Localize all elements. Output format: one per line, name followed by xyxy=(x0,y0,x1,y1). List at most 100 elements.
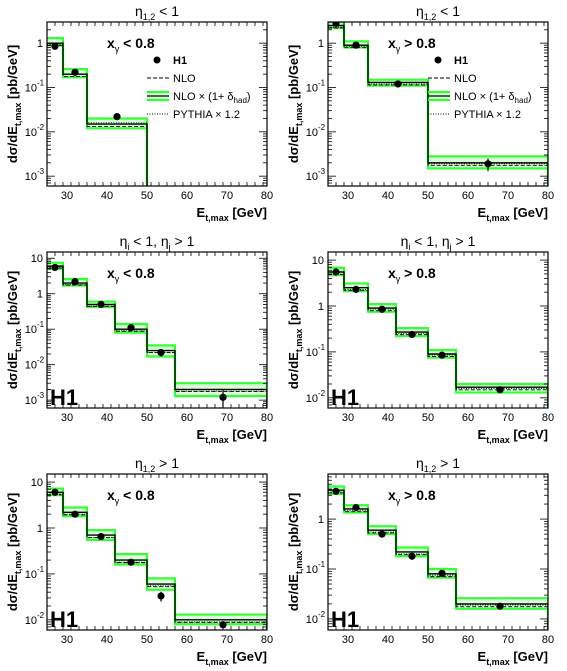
x-tick-label: 50 xyxy=(422,412,434,424)
y-axis-label: dσ/dEt,max [pb/GeV] xyxy=(286,493,304,611)
data-point-3 xyxy=(378,305,386,313)
y-tick-label: 10 xyxy=(25,82,37,94)
legend-label-pythia: PYTHIA × 1.2 xyxy=(454,109,521,121)
y-tick-exponent: -1 xyxy=(37,320,45,329)
data-point-1 xyxy=(51,263,59,272)
legend-label-pythia: PYTHIA × 1.2 xyxy=(173,109,240,121)
y-tick-label: 10 xyxy=(306,614,318,626)
y-tick-label: 1 xyxy=(37,289,43,301)
y-tick-exponent: -2 xyxy=(318,123,326,132)
band-lower-line xyxy=(328,274,548,408)
panel-title: ηi < 1, ηj > 1 xyxy=(401,233,476,252)
x-tick-label: 60 xyxy=(462,634,474,646)
nlo-dashed-line xyxy=(328,274,548,408)
y-tick-label: 1 xyxy=(37,523,43,535)
y-tick-exponent: -2 xyxy=(37,356,45,365)
y-tick-label: 1 xyxy=(318,514,324,526)
data-point-3 xyxy=(394,80,402,88)
x-tick-label: 40 xyxy=(382,190,394,202)
data-point-3 xyxy=(97,300,105,308)
x-tick-label: 30 xyxy=(61,634,73,646)
nlo-dashed-line xyxy=(328,27,548,186)
x-axis-label: Et,max [GeV] xyxy=(478,649,548,667)
plot-area xyxy=(47,261,267,408)
x-tick-label: 60 xyxy=(181,190,193,202)
y-tick-label: 10 xyxy=(306,127,318,139)
data-point-4 xyxy=(127,558,135,566)
nlo-dashed-line xyxy=(47,45,148,186)
x-tick-label: 70 xyxy=(221,634,233,646)
panel-title: η1,2 < 1 xyxy=(135,3,179,22)
x-tick-label: 70 xyxy=(502,190,514,202)
data-point-4 xyxy=(484,160,492,168)
data-point-3 xyxy=(113,113,121,121)
plot-area xyxy=(328,22,548,186)
y-tick-exponent: -2 xyxy=(318,389,326,398)
y-tick-label: 10 xyxy=(25,127,37,139)
plot-frame xyxy=(46,473,268,631)
data-point-5 xyxy=(157,348,165,357)
pythia-dotted-line xyxy=(47,267,267,408)
y-tick-exponent: -3 xyxy=(37,167,45,176)
plot-frame xyxy=(327,473,549,631)
legend-label-h1: H1 xyxy=(173,55,187,67)
y-tick-exponent: -1 xyxy=(37,565,45,574)
data-point-2 xyxy=(71,277,79,286)
y-tick-label: 10 xyxy=(25,360,37,372)
x-tick-label: 80 xyxy=(542,634,554,646)
data-point-6 xyxy=(496,386,504,394)
pythia-dotted-line xyxy=(328,491,548,630)
x-tick-label: 30 xyxy=(61,190,73,202)
region-label: xγ < 0.8 xyxy=(107,35,155,54)
y-axis-label: dσ/dEt,max [pb/GeV] xyxy=(286,271,304,389)
nlo-had-central-line xyxy=(328,271,548,408)
region-label: xγ > 0.8 xyxy=(388,265,436,284)
h1-logo: H1 xyxy=(50,385,78,410)
data-point-6 xyxy=(219,621,227,629)
y-axis-label: dσ/dEt,max [pb/GeV] xyxy=(286,45,304,163)
legend-label-nlo_had: NLO × (1+ δhad) xyxy=(454,91,532,105)
x-tick-label: 80 xyxy=(542,412,554,424)
nlo-dashed-line xyxy=(328,492,548,630)
x-tick-label: 70 xyxy=(221,190,233,202)
y-axis-label: dσ/dEt,max [pb/GeV] xyxy=(5,271,23,389)
y-tick-label: 1 xyxy=(318,301,324,313)
x-tick-label: 70 xyxy=(221,412,233,424)
panel-title: η1,2 < 1 xyxy=(416,3,460,22)
data-point-1 xyxy=(51,488,59,496)
legend-marker-h1 xyxy=(153,56,161,64)
y-tick-exponent: -2 xyxy=(37,123,45,132)
x-tick-label: 80 xyxy=(542,190,554,202)
band-fill-bin-1 xyxy=(47,38,63,46)
data-point-2 xyxy=(352,503,360,512)
data-point-5 xyxy=(438,569,446,577)
pythia-dotted-line xyxy=(47,493,267,630)
band-lower-line xyxy=(47,44,149,186)
y-tick-exponent: -2 xyxy=(318,610,326,619)
x-tick-label: 80 xyxy=(261,190,273,202)
x-tick-label: 50 xyxy=(141,190,153,202)
y-tick-label: 10 xyxy=(31,477,43,489)
legend-marker-h1 xyxy=(434,56,442,64)
x-tick-label: 50 xyxy=(141,412,153,424)
x-tick-label: 60 xyxy=(181,412,193,424)
x-tick-label: 30 xyxy=(342,634,354,646)
x-tick-label: 40 xyxy=(382,412,394,424)
y-tick-label: 10 xyxy=(306,393,318,405)
data-point-3 xyxy=(97,532,105,541)
panel-title: ηi < 1, ηj > 1 xyxy=(120,233,195,252)
legend-label-h1: H1 xyxy=(454,55,468,67)
x-axis-label: Et,max [GeV] xyxy=(197,427,267,445)
y-tick-label: 10 xyxy=(306,347,318,359)
data-point-2 xyxy=(71,510,79,518)
y-tick-label: 1 xyxy=(37,38,43,50)
data-point-4 xyxy=(408,552,416,560)
panel-title: η1,2 > 1 xyxy=(416,455,460,474)
x-tick-label: 50 xyxy=(422,190,434,202)
x-tick-label: 40 xyxy=(382,634,394,646)
x-tick-label: 50 xyxy=(422,634,434,646)
